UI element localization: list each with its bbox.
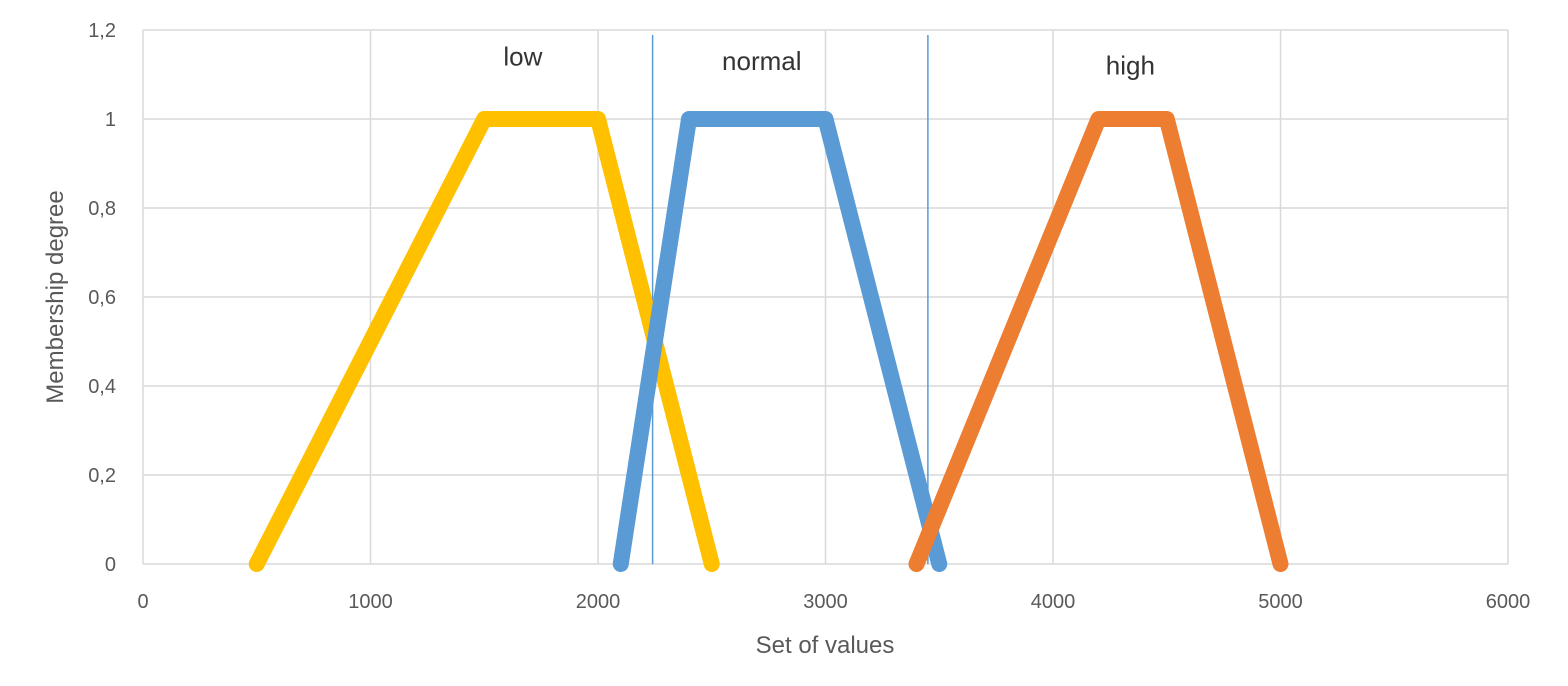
y-tick-label: 0,2 bbox=[88, 465, 116, 487]
y-tick-label: 0 bbox=[105, 554, 116, 576]
x-axis-title: Set of values bbox=[756, 632, 895, 659]
series-label-low: low bbox=[503, 42, 542, 72]
x-tick-label: 0 bbox=[137, 591, 148, 613]
vertical-markers bbox=[651, 35, 929, 564]
x-tick-label: 1000 bbox=[348, 591, 393, 613]
series-label-normal: normal bbox=[722, 46, 801, 76]
grid bbox=[142, 29, 1509, 565]
x-axis-ticks: 0 1000 2000 3000 4000 5000 6000 bbox=[137, 591, 1530, 613]
y-axis-ticks: 0 0,2 0,4 0,6 0,8 1 1,2 bbox=[88, 20, 116, 576]
series-line-normal bbox=[612, 111, 948, 572]
y-tick-label: 1,2 bbox=[88, 20, 116, 42]
y-axis-title: Membership degree bbox=[42, 190, 69, 403]
y-tick-label: 0,6 bbox=[88, 287, 116, 309]
series-label-high: high bbox=[1106, 51, 1155, 81]
x-tick-label: 4000 bbox=[1031, 591, 1076, 613]
series-labels: low normal high bbox=[503, 42, 1155, 81]
series-lines bbox=[248, 111, 1289, 572]
x-tick-label: 5000 bbox=[1258, 591, 1303, 613]
x-tick-label: 2000 bbox=[576, 591, 621, 613]
x-tick-label: 3000 bbox=[803, 591, 848, 613]
series-line-high bbox=[908, 111, 1289, 572]
y-tick-label: 0,4 bbox=[88, 376, 116, 398]
y-tick-label: 0,8 bbox=[88, 198, 116, 220]
x-tick-label: 6000 bbox=[1486, 591, 1531, 613]
series-line-low bbox=[248, 111, 720, 572]
y-tick-label: 1 bbox=[105, 109, 116, 131]
